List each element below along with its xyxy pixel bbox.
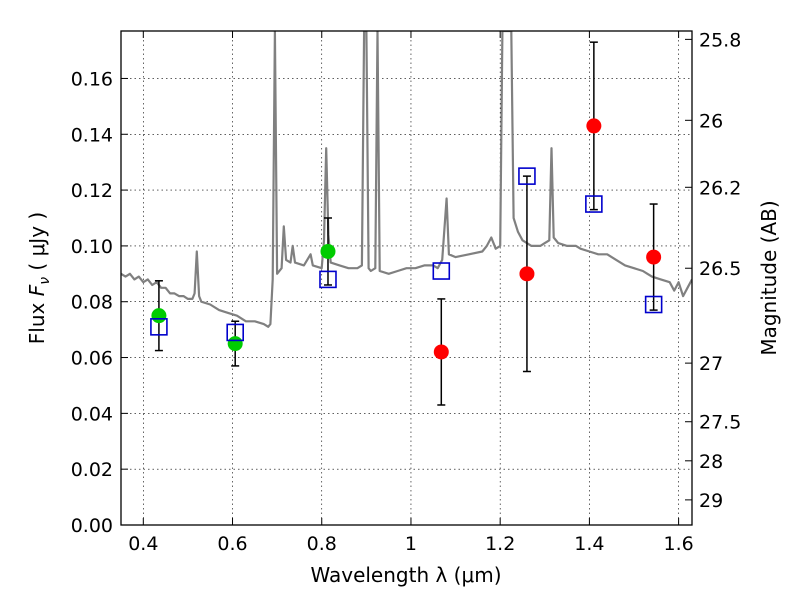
y2-tick-label: 26.2	[699, 177, 741, 199]
y2-tick-label: 28	[699, 451, 723, 473]
y-tick-labels: 0.00 0.02 0.04 0.06 0.08 0.10 0.12 0.14 0.16	[71, 68, 113, 537]
y2-tick-label: 25.8	[699, 29, 741, 51]
data-point	[433, 344, 449, 360]
y-tick-label: 0.10	[71, 236, 113, 258]
y2-tick-labels: 25.8 26 26.2 26.5 27 27.5 28 29	[699, 29, 741, 512]
x-tick-label: 1.2	[485, 533, 515, 555]
data-point	[586, 118, 602, 134]
data-point	[320, 243, 336, 259]
x-axis-title: Wavelength λ (μm)	[310, 563, 501, 587]
x-tick-label: 1	[405, 533, 417, 555]
data-point	[519, 266, 535, 282]
model-point	[644, 295, 663, 314]
grid-lines	[121, 31, 692, 526]
data-point	[227, 336, 243, 352]
y2-tick-label: 27.5	[699, 412, 741, 434]
y2-tick-label: 29	[699, 490, 723, 512]
y-axis-title: Flux Fν ( μJy )	[25, 212, 53, 344]
y2-tick-label: 26.5	[699, 258, 741, 280]
data-point	[646, 249, 662, 265]
error-bars	[154, 41, 658, 406]
model-spectrum	[121, 31, 692, 328]
data-point	[151, 308, 167, 324]
plot-frame	[120, 30, 693, 526]
model-point	[585, 195, 603, 213]
x-tick-label: 0.8	[307, 533, 337, 555]
y-tick-label: 0.16	[71, 68, 113, 90]
model-point	[518, 167, 536, 185]
x-tick-label: 1.6	[664, 533, 694, 555]
spectrum-line	[121, 31, 692, 328]
x-tick-labels: 0.4 0.6 0.8 1 1.2 1.4 1.6	[128, 533, 694, 555]
y2-axis-title: Magnitude (AB)	[757, 200, 781, 355]
y-tick-label: 0.12	[71, 180, 113, 202]
y-tick-label: 0.06	[71, 348, 113, 370]
model-point	[432, 262, 451, 280]
y-tick-label: 0.14	[71, 124, 113, 146]
y2-tick-label: 26	[699, 110, 723, 132]
y-tick-label: 0.08	[71, 292, 113, 314]
model-point	[150, 318, 168, 336]
axis-ticks	[121, 31, 692, 526]
y2-tick-label: 27	[699, 353, 723, 375]
y-tick-label: 0.04	[71, 403, 113, 425]
x-tick-label: 0.4	[128, 533, 158, 555]
y-tick-label: 0.02	[71, 459, 113, 481]
x-tick-label: 1.4	[574, 533, 604, 555]
model-point	[319, 270, 337, 289]
x-tick-label: 0.6	[217, 533, 247, 555]
model-point	[226, 323, 244, 342]
y-tick-label: 0.00	[71, 515, 113, 537]
data-markers	[150, 118, 663, 360]
